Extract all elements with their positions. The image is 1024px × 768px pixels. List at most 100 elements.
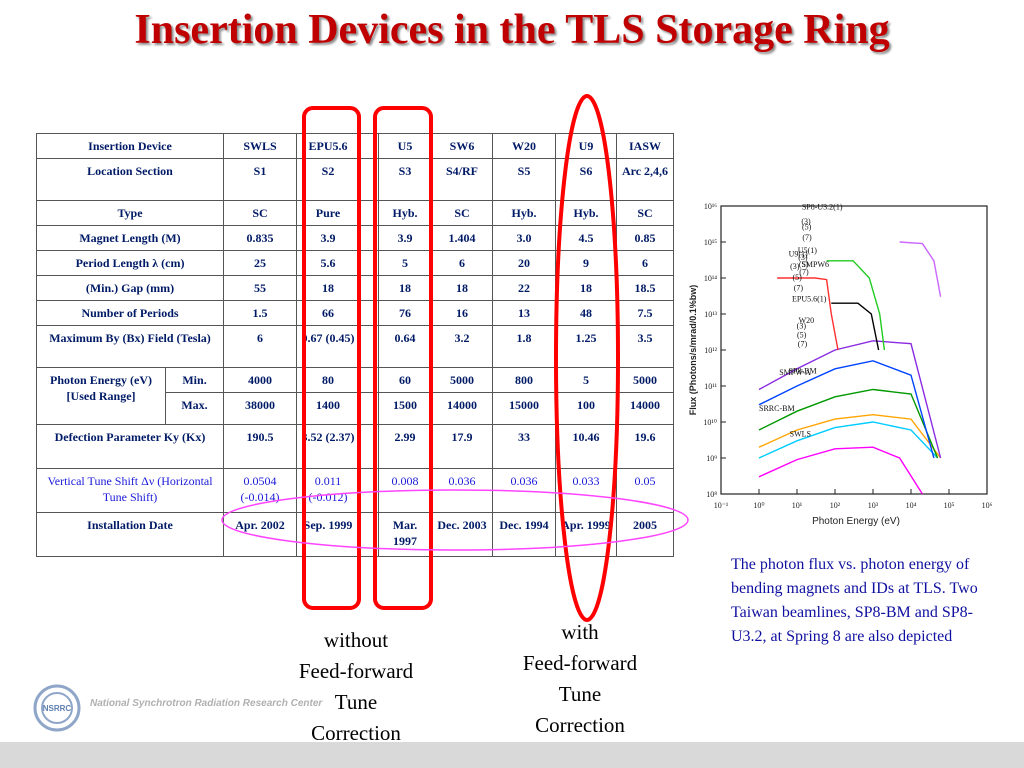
table-header-row: Insertion Device SWLS EPU5.6 U5 SW6 W20 … [36,133,674,159]
table-cell: 0.033 [555,468,617,513]
table-cell: Sep. 1999 [296,512,360,557]
table-cell: 100 [555,392,617,425]
gap-cell [359,392,379,425]
table-cell: 5000 [616,367,674,393]
table-cell: Dec. 1994 [492,512,556,557]
chart-annotation: SMPW-A [779,368,811,377]
chart-annotation: U5(1) [798,246,817,255]
series-line-w20 [758,360,935,459]
table-cell: SC [431,200,493,226]
insertion-devices-table: Insertion Device SWLS EPU5.6 U5 SW6 W20 … [35,133,674,557]
x-tick-label: 10⁰ [753,501,764,510]
table-cell: 190.5 [223,424,297,469]
table-row: Maximum By (Bx) Field (Tesla) 6 0.67 (0.… [36,325,674,368]
caption-line: without [323,628,389,652]
series-line-sp8-u3-2 [899,241,942,297]
chart-annotation: SP8-U3.2(1) [802,203,843,212]
y-tick-label: 10¹⁵ [704,238,717,247]
table-cell: 0.036 [492,468,556,513]
table-cell: 3.2 [431,325,493,368]
table-cell: 3.0 [492,225,556,251]
series-line-u5 [826,260,886,351]
table-cell: Mar. 1997 [378,512,432,557]
caption-line: with [561,620,599,644]
row-sublabel: Min. [165,367,224,393]
gap-cell [359,133,379,159]
table-cell: 1500 [378,392,432,425]
series-line-smpw6 [758,340,942,459]
table-cell: S2 [296,158,360,201]
chart-annotation: (5) [802,222,812,231]
gap-cell [359,225,379,251]
table-cell: 15000 [492,392,556,425]
table-cell: 13 [492,300,556,326]
table-cell: 48 [555,300,617,326]
chart-grid [720,205,988,495]
table-cell: 17.9 [431,424,493,469]
table-cell: 3.9 [296,225,360,251]
table-cell: 4.5 [555,225,617,251]
chart-annotation: EPU5.6(1) [792,294,827,303]
caption-line: Correction [535,713,625,737]
gap-cell [359,275,379,301]
table-cell: 5 [378,250,432,276]
table-cell: 0.64 [378,325,432,368]
gap-cell [359,512,379,557]
caption-without-feedforward: without Feed-forward Tune Correction [282,625,430,749]
table-cell: 22 [492,275,556,301]
chart-annotation: (7) [799,267,809,276]
table-cell: 33 [492,424,556,469]
chart-annotation: SRRC-BM [759,404,795,413]
table-cell: 1400 [296,392,360,425]
gap-cell [359,325,379,368]
chart-annotation: SMPW6 [801,260,829,269]
flux-description: The photon flux vs. photon energy of ben… [731,556,978,645]
y-tick-label: 10⁸ [706,490,717,499]
table-row: (Min.) Gap (mm) 55 18 18 18 22 18 18.5 [36,275,674,301]
chart-annotation: (3) [801,217,811,226]
table-cell: 0.85 [616,225,674,251]
table-cell: 25 [223,250,297,276]
chart-annotation: (7) [794,284,804,293]
x-tick-label: 10⁶ [982,501,993,510]
caption-line: Feed-forward [522,651,638,675]
table-cell: 80 [296,367,360,393]
chart-annotation: (3) [797,321,807,330]
table-cell: 0.008 [378,468,432,513]
table-cell: 18 [378,275,432,301]
table-cell: S6 [555,158,617,201]
header-cell: SW6 [431,133,493,159]
logo-text: NSRRC [43,704,72,713]
table-row: Period Length λ (cm) 25 5.6 5 6 20 9 6 [36,250,674,276]
row-label: (Min.) Gap (mm) [36,275,224,301]
table-cell: Apr. 1999 [555,512,617,557]
x-tick-label: 10⁵ [944,501,955,510]
table-cell: 3.5 [616,325,674,368]
chart-annotation: (7) [798,339,808,348]
y-tick-label: 10¹⁴ [704,274,717,283]
series-line-u9 [777,277,839,351]
gap-cell [359,300,379,326]
table-cell: 6 [223,325,297,368]
table-cell: Apr. 2002 [223,512,297,557]
table-cell: 4000 [223,367,297,393]
table-row: Vertical Tune Shift Δν (Horizontal Tune … [36,468,674,513]
row-label: Type [36,200,224,226]
series-line-srrc-bm [758,446,923,495]
table-cell: 0.05 [616,468,674,513]
table-cell: 6 [616,250,674,276]
table-cell: SC [223,200,297,226]
table-cell: 1.8 [492,325,556,368]
table-cell: 0.011 (-0.012) [296,468,360,513]
caption-line: Feed-forward [298,659,414,683]
row-label: Period Length λ (cm) [36,250,224,276]
table-cell: 0.036 [431,468,493,513]
chart-annotation: (5) [799,260,809,269]
chart-annotation: SWLS [790,429,811,438]
header-cell: EPU5.6 [296,133,360,159]
table-cell: 3.52 (2.37) [296,424,360,469]
table-cell: Hyb. [378,200,432,226]
table-cell: 38000 [223,392,297,425]
chart-annotation: (5) [792,273,802,282]
table-cell: 9 [555,250,617,276]
